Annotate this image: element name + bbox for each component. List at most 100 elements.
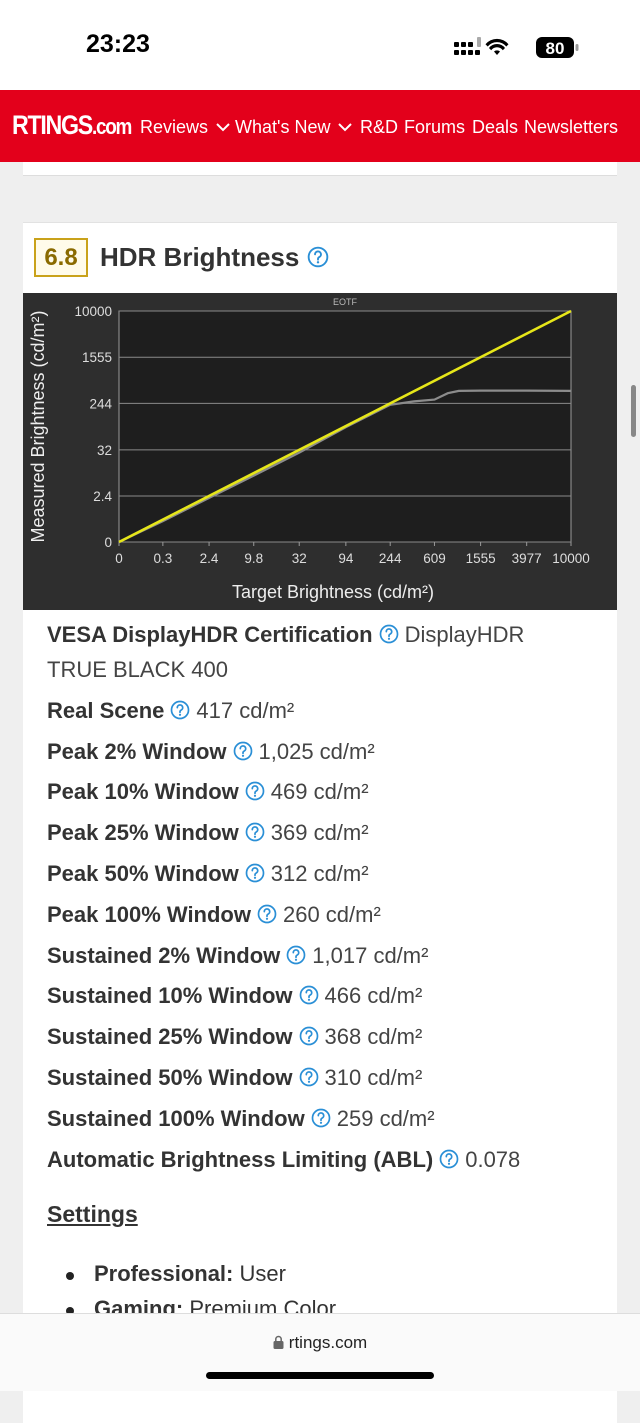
spec-value: 417 cd/m²: [196, 697, 295, 723]
spec-value: 260 cd/m²: [282, 901, 381, 927]
y-tick-label: 0: [104, 535, 112, 550]
help-icon[interactable]: [245, 822, 265, 842]
x-tick-label: 244: [379, 551, 402, 566]
spec-label: Real Scene: [47, 697, 165, 723]
x-axis-label: Target Brightness (cd/m²): [232, 582, 434, 602]
spec-row: Real Scene 417 cd/m²: [47, 693, 562, 728]
help-icon[interactable]: [286, 945, 306, 965]
url-bar[interactable]: rtings.com: [0, 1333, 640, 1353]
spec-value: 259 cd/m²: [336, 1105, 435, 1131]
settings-link[interactable]: Settings: [47, 1201, 138, 1227]
help-icon[interactable]: [439, 1149, 459, 1169]
logo-suffix: .com: [91, 114, 132, 139]
card: [23, 162, 617, 176]
spec-row: Sustained 50% Window 310 cd/m²: [47, 1060, 562, 1095]
x-tick-label: 9.8: [244, 551, 263, 566]
spec-row: Peak 10% Window 469 cd/m²: [47, 774, 562, 809]
help-icon[interactable]: [299, 1067, 319, 1087]
scrollbar: [631, 385, 636, 437]
url: rtings.com: [288, 1333, 368, 1352]
spec-label: Automatic Brightness Limiting (ABL): [47, 1146, 434, 1172]
x-tick-label: 0: [115, 551, 123, 566]
help-icon[interactable]: [311, 1108, 331, 1128]
help-icon[interactable]: [233, 741, 253, 761]
settings-item: Professional: User: [66, 1261, 286, 1287]
spec-row: Peak 25% Window 369 cd/m²: [47, 815, 562, 850]
spec-label: Peak 2% Window: [47, 738, 227, 764]
help-icon[interactable]: [257, 904, 277, 924]
x-tick-label: 2.4: [200, 551, 219, 566]
help-icon[interactable]: [299, 1026, 319, 1046]
data-line: [118, 309, 572, 544]
spec-label: Sustained 10% Window: [47, 983, 293, 1009]
chart: EOTF 0 2.4 32 244 1555 10000 0 0.3 2.4 9.8 32 94 244 6…: [23, 293, 617, 610]
spec-row: Sustained 100% Window 259 cd/m²: [47, 1101, 562, 1136]
spec-row: Peak 2% Window 1,025 cd/m²: [47, 734, 562, 769]
nav-link[interactable]: What's New: [235, 117, 353, 138]
browser-bar: rtings.com: [0, 1313, 640, 1391]
spec-row: Sustained 10% Window 466 cd/m²: [47, 978, 562, 1013]
settings-label: Professional:: [94, 1261, 234, 1286]
spec-row: Peak 100% Window 260 cd/m²: [47, 897, 562, 932]
nav-link[interactable]: R&D: [360, 117, 399, 137]
x-tick-label: 94: [338, 551, 354, 566]
title-text: HDR Brightness: [100, 242, 300, 272]
status-bar: 23:23 80: [0, 0, 640, 90]
x-tick-label: 0.3: [153, 551, 172, 566]
home-indicator: [206, 1372, 434, 1379]
logo[interactable]: RTINGS.com: [12, 110, 132, 141]
spec-label: Sustained 100% Window: [47, 1105, 305, 1131]
nav-bar: RTINGS.com Reviews What's New R&D Forums Dea…: [0, 90, 640, 162]
spec-row: Sustained 25% Window 368 cd/m²: [47, 1019, 562, 1054]
help-icon[interactable]: [299, 985, 319, 1005]
spec-value: 368 cd/m²: [324, 1024, 423, 1050]
spec-label: Peak 25% Window: [47, 820, 239, 846]
help-icon[interactable]: [379, 624, 399, 644]
y-tick-label: 1555: [82, 350, 112, 365]
y-tick-label: 10000: [74, 304, 112, 319]
spec-value: 466 cd/m²: [324, 983, 423, 1009]
spec-label: Peak 50% Window: [47, 860, 239, 886]
nav-link[interactable]: Forums: [404, 117, 466, 137]
battery-level: 80: [546, 39, 565, 58]
logo-text: RTINGS: [12, 110, 93, 140]
x-tick-label: 10000: [552, 551, 590, 566]
spec-value: DisplayHDR TRUE BLACK 400: [47, 622, 525, 682]
y-tick-label: 32: [97, 443, 112, 458]
x-tick-label: 1555: [466, 551, 496, 566]
spec-value: 369 cd/m²: [270, 820, 369, 846]
spec-row: Peak 50% Window 312 cd/m²: [47, 856, 562, 891]
x-tick-label: 32: [292, 551, 307, 566]
chart-title: EOTF: [333, 297, 358, 307]
spec-label: Sustained 25% Window: [47, 1024, 293, 1050]
spec-value: 310 cd/m²: [324, 1064, 423, 1090]
spec-value: 0.078: [465, 1146, 521, 1172]
spec-label: Sustained 50% Window: [47, 1064, 293, 1090]
help-icon[interactable]: [245, 781, 265, 801]
nav-link[interactable]: Reviews: [140, 117, 230, 138]
spec-label: VESA DisplayHDR Certification: [47, 622, 373, 647]
section-title: HDR Brightness: [100, 242, 335, 273]
spec-value: 1,017 cd/m²: [312, 942, 429, 968]
help-icon[interactable]: [245, 863, 265, 883]
nav-link[interactable]: Newsletters: [524, 117, 619, 137]
help-icon[interactable]: [307, 246, 329, 268]
spec-row: Automatic Brightness Limiting (ABL) 0.078: [47, 1142, 562, 1177]
chevron: [216, 123, 230, 132]
x-tick-label: 609: [423, 551, 446, 566]
spec-row: VESA DisplayHDR Certification DisplayHDR …: [47, 617, 562, 687]
x-tick-label: 3977: [512, 551, 542, 566]
y-tick-label: 244: [89, 396, 112, 411]
spec-list: VESA DisplayHDR Certification DisplayHDR …: [47, 617, 562, 1182]
status-icons: 80: [454, 37, 579, 58]
chevron: [338, 123, 353, 132]
nav-link[interactable]: Deals: [472, 117, 519, 137]
settings-value: User: [239, 1261, 286, 1286]
clock: 23:23: [86, 30, 150, 58]
data-line: [118, 389, 572, 543]
help-icon[interactable]: [170, 700, 190, 720]
y-axis-label: Measured Brightness (cd/m²): [28, 310, 48, 542]
spec-label: Sustained 2% Window: [47, 942, 281, 968]
spec-value: 1,025 cd/m²: [258, 738, 375, 764]
